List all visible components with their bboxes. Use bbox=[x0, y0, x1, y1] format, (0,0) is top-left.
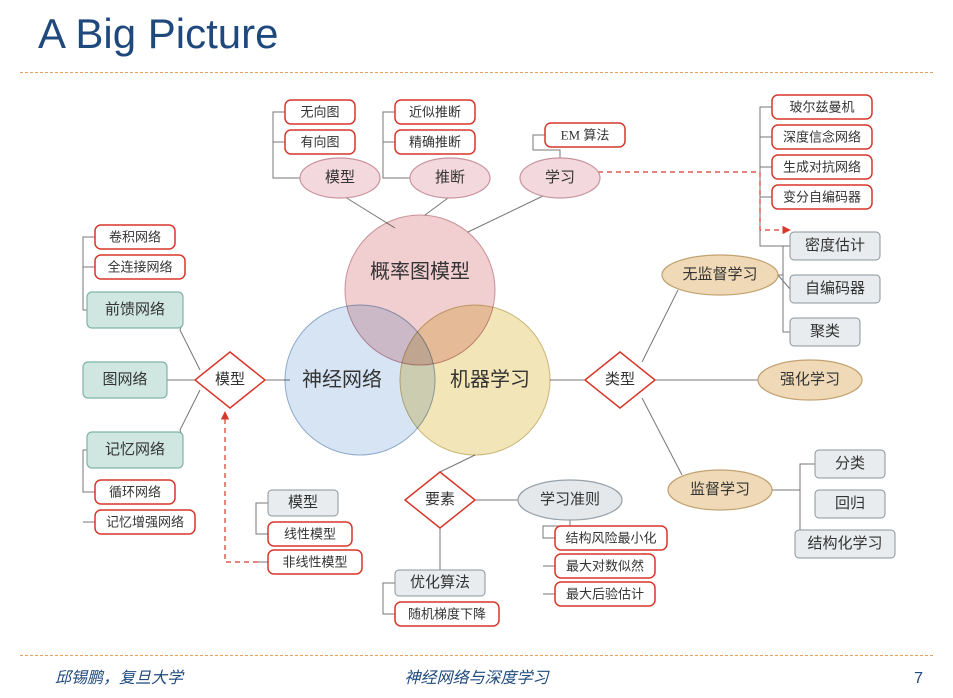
svg-text:聚类: 聚类 bbox=[810, 323, 840, 340]
svg-text:自编码器: 自编码器 bbox=[805, 280, 865, 297]
svg-text:变分自编码器: 变分自编码器 bbox=[783, 190, 861, 205]
svg-text:记忆增强网络: 记忆增强网络 bbox=[106, 515, 184, 530]
edge bbox=[256, 503, 268, 534]
svg-text:近似推断: 近似推断 bbox=[409, 105, 461, 120]
edge bbox=[180, 390, 200, 438]
svg-text:无向图: 无向图 bbox=[300, 105, 339, 120]
diagram-canvas: 概率图模型神经网络机器学习模型类型要素模型推断学习无监督学习强化学习监督学习学习… bbox=[0, 0, 953, 698]
svg-text:分类: 分类 bbox=[835, 455, 865, 472]
svg-text:非线性模型: 非线性模型 bbox=[282, 555, 347, 570]
svg-text:强化学习: 强化学习 bbox=[780, 371, 840, 388]
svg-text:密度估计: 密度估计 bbox=[805, 237, 865, 254]
svg-text:玻尔兹曼机: 玻尔兹曼机 bbox=[789, 100, 854, 115]
edge bbox=[440, 455, 475, 472]
svg-text:前馈网络: 前馈网络 bbox=[105, 301, 165, 318]
svg-text:推断: 推断 bbox=[435, 169, 465, 186]
svg-text:类型: 类型 bbox=[605, 371, 635, 388]
venn-label-pgm: 概率图模型 bbox=[370, 260, 470, 283]
edge bbox=[383, 583, 395, 614]
svg-text:随机梯度下降: 随机梯度下降 bbox=[408, 607, 486, 622]
edge bbox=[468, 195, 545, 232]
svg-text:生成对抗网络: 生成对抗网络 bbox=[783, 160, 861, 175]
svg-text:精确推断: 精确推断 bbox=[409, 135, 461, 150]
svg-text:监督学习: 监督学习 bbox=[690, 481, 750, 498]
svg-text:要素: 要素 bbox=[425, 491, 455, 508]
edge bbox=[772, 464, 815, 490]
venn-label-nn: 神经网络 bbox=[302, 368, 382, 391]
edge bbox=[778, 246, 790, 275]
edge bbox=[778, 275, 790, 289]
svg-text:图网络: 图网络 bbox=[102, 371, 147, 388]
svg-text:有向图: 有向图 bbox=[300, 135, 339, 150]
dashed-edge bbox=[225, 412, 258, 562]
svg-text:线性模型: 线性模型 bbox=[284, 527, 336, 542]
svg-text:记忆网络: 记忆网络 bbox=[105, 441, 165, 458]
edge bbox=[180, 322, 200, 370]
svg-text:学习准则: 学习准则 bbox=[540, 491, 600, 508]
svg-text:卷积网络: 卷积网络 bbox=[109, 230, 161, 245]
svg-text:无监督学习: 无监督学习 bbox=[682, 266, 757, 283]
edge bbox=[425, 198, 448, 215]
svg-text:学习: 学习 bbox=[545, 169, 575, 186]
edge bbox=[642, 398, 682, 475]
svg-text:结构化学习: 结构化学习 bbox=[807, 535, 882, 552]
svg-text:EM 算法: EM 算法 bbox=[561, 128, 610, 143]
svg-text:循环网络: 循环网络 bbox=[109, 485, 161, 500]
edge bbox=[642, 290, 678, 362]
svg-text:最大后验估计: 最大后验估计 bbox=[566, 587, 644, 602]
svg-text:模型: 模型 bbox=[288, 494, 318, 511]
svg-text:模型: 模型 bbox=[215, 371, 245, 388]
svg-text:优化算法: 优化算法 bbox=[410, 573, 470, 591]
svg-text:模型: 模型 bbox=[325, 169, 355, 186]
edge bbox=[778, 275, 790, 332]
svg-text:最大对数似然: 最大对数似然 bbox=[566, 559, 644, 574]
dashed-edge bbox=[598, 172, 790, 230]
venn-label-ml: 机器学习 bbox=[450, 368, 530, 391]
svg-text:回归: 回归 bbox=[835, 495, 865, 512]
svg-text:结构风险最小化: 结构风险最小化 bbox=[565, 531, 656, 546]
svg-text:深度信念网络: 深度信念网络 bbox=[783, 130, 861, 145]
svg-text:全连接网络: 全连接网络 bbox=[107, 260, 172, 275]
